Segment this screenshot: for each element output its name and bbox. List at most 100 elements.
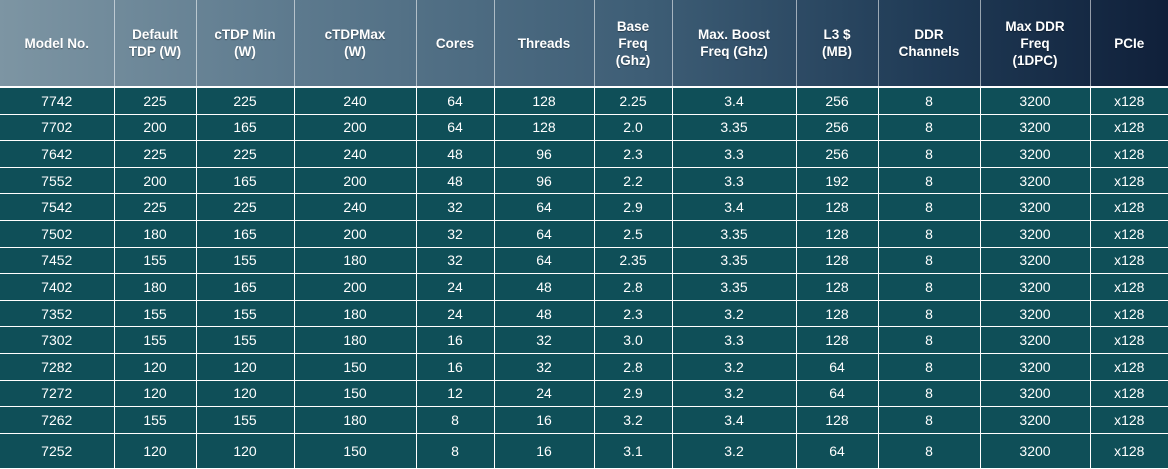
cell-pcie: x128 xyxy=(1090,114,1168,142)
column-header-line: Threads xyxy=(517,35,571,51)
cell-ddr-channels: 8 xyxy=(878,114,981,142)
cell-ctdp-max: 180 xyxy=(294,326,417,354)
cell-l3-cache: 128 xyxy=(796,247,879,275)
cell-cores: 32 xyxy=(416,220,495,248)
cell-threads: 16 xyxy=(494,433,595,469)
cell-cores: 12 xyxy=(416,380,495,408)
cell-ctdp-min: 120 xyxy=(196,353,295,381)
table-row: 7302 155 155 180 16 32 3.0 3.3 128 8 3200 x128 xyxy=(0,326,1168,354)
column-header-line: Model No. xyxy=(24,35,90,51)
table-row: 7282 120 120 150 16 32 2.8 3.2 64 8 3200 x128 xyxy=(0,353,1168,381)
table-row: 7452 155 155 180 32 64 2.35 3.35 128 8 3200 x128 xyxy=(0,247,1168,275)
cell-ddr-channels: 8 xyxy=(878,326,981,354)
column-header-line: Default xyxy=(132,27,178,42)
cell-threads: 32 xyxy=(494,353,595,381)
cell-model-no: 7452 xyxy=(0,247,115,275)
cell-max-boost-freq: 3.2 xyxy=(672,353,797,381)
cell-max-boost-freq: 3.3 xyxy=(672,140,797,168)
cell-default-tdp: 200 xyxy=(114,167,197,195)
cell-cores: 48 xyxy=(416,167,495,195)
cell-ctdp-max: 150 xyxy=(294,353,417,381)
cell-pcie: x128 xyxy=(1090,193,1168,221)
cell-threads: 48 xyxy=(494,300,595,328)
cell-max-ddr-freq: 3200 xyxy=(980,433,1091,469)
cell-base-freq: 2.8 xyxy=(594,353,673,381)
cell-model-no: 7742 xyxy=(0,87,115,115)
cell-l3-cache: 64 xyxy=(796,353,879,381)
cell-pcie: x128 xyxy=(1090,406,1168,434)
cell-threads: 96 xyxy=(494,167,595,195)
cell-ctdp-max: 180 xyxy=(294,300,417,328)
cell-ctdp-max: 200 xyxy=(294,220,417,248)
cell-default-tdp: 120 xyxy=(114,433,197,469)
cell-ctdp-min: 120 xyxy=(196,433,295,469)
cell-default-tdp: 155 xyxy=(114,326,197,354)
cell-pcie: x128 xyxy=(1090,167,1168,195)
table-row: 7542 225 225 240 32 64 2.9 3.4 128 8 3200 x128 xyxy=(0,193,1168,221)
column-header-line: Channels xyxy=(898,44,960,59)
cell-max-boost-freq: 3.4 xyxy=(672,193,797,221)
column-header-line: (Ghz) xyxy=(615,52,651,68)
cell-base-freq: 2.3 xyxy=(594,300,673,328)
cell-ddr-channels: 8 xyxy=(878,300,981,328)
cell-base-freq: 2.3 xyxy=(594,140,673,168)
cell-max-ddr-freq: 3200 xyxy=(980,406,1091,434)
cell-max-boost-freq: 3.35 xyxy=(672,247,797,275)
cell-l3-cache: 64 xyxy=(796,380,879,408)
cell-base-freq: 2.2 xyxy=(594,167,673,195)
cell-ctdp-min: 155 xyxy=(196,300,295,328)
column-header-ctdp-max: cTDPMax (W) xyxy=(294,0,417,88)
cell-cores: 16 xyxy=(416,353,495,381)
cell-default-tdp: 180 xyxy=(114,273,197,301)
cell-base-freq: 2.8 xyxy=(594,273,673,301)
column-header-default-tdp: Default TDP (W) xyxy=(114,0,197,88)
cell-base-freq: 2.0 xyxy=(594,114,673,142)
cell-cores: 8 xyxy=(416,406,495,434)
cell-max-ddr-freq: 3200 xyxy=(980,353,1091,381)
cell-ddr-channels: 8 xyxy=(878,193,981,221)
cell-base-freq: 2.5 xyxy=(594,220,673,248)
cell-default-tdp: 180 xyxy=(114,220,197,248)
cell-model-no: 7272 xyxy=(0,380,115,408)
cell-base-freq: 3.0 xyxy=(594,326,673,354)
column-header-line: TDP (W) xyxy=(128,44,182,59)
cell-base-freq: 2.9 xyxy=(594,380,673,408)
cell-cores: 24 xyxy=(416,300,495,328)
cell-model-no: 7352 xyxy=(0,300,115,328)
cell-default-tdp: 225 xyxy=(114,193,197,221)
cell-default-tdp: 225 xyxy=(114,140,197,168)
column-header-base-freq: Base Freq (Ghz) xyxy=(594,0,673,88)
cell-max-boost-freq: 3.2 xyxy=(672,380,797,408)
cell-model-no: 7552 xyxy=(0,167,115,195)
cell-ddr-channels: 8 xyxy=(878,380,981,408)
cell-threads: 16 xyxy=(494,406,595,434)
column-header-line: (W) xyxy=(344,44,366,59)
cell-base-freq: 2.9 xyxy=(594,193,673,221)
cell-ctdp-max: 150 xyxy=(294,380,417,408)
column-header-l3-cache: L3 $ (MB) xyxy=(796,0,879,88)
cell-l3-cache: 128 xyxy=(796,220,879,248)
column-header-line: Freq xyxy=(618,35,648,51)
cell-pcie: x128 xyxy=(1090,380,1168,408)
table-row: 7352 155 155 180 24 48 2.3 3.2 128 8 3200 x128 xyxy=(0,300,1168,328)
cell-default-tdp: 120 xyxy=(114,353,197,381)
cell-pcie: x128 xyxy=(1090,433,1168,469)
column-header-line: DDR xyxy=(914,27,944,42)
cell-l3-cache: 128 xyxy=(796,326,879,354)
cell-l3-cache: 64 xyxy=(796,433,879,469)
column-header-line: (1DPC) xyxy=(1012,52,1058,68)
cell-model-no: 7252 xyxy=(0,433,115,469)
column-header-max-boost-freq: Max. Boost Freq (Ghz) xyxy=(672,0,797,88)
cell-max-boost-freq: 3.2 xyxy=(672,300,797,328)
cell-default-tdp: 155 xyxy=(114,300,197,328)
cell-pcie: x128 xyxy=(1090,326,1168,354)
column-header-pcie: PCIe xyxy=(1090,0,1168,88)
column-header-max-ddr-freq: Max DDR Freq (1DPC) xyxy=(980,0,1091,88)
column-header-line: Cores xyxy=(435,35,475,51)
cell-ctdp-min: 120 xyxy=(196,380,295,408)
cell-threads: 32 xyxy=(494,326,595,354)
cell-base-freq: 3.2 xyxy=(594,406,673,434)
cell-model-no: 7282 xyxy=(0,353,115,381)
